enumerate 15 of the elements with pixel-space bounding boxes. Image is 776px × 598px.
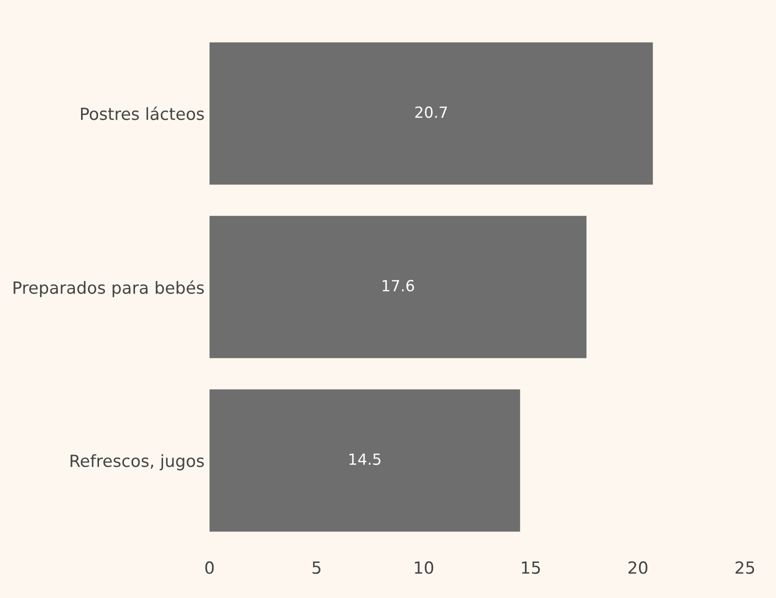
- x-tick-label: 20: [628, 561, 648, 574]
- y-tick-label: Refrescos, jugos: [70, 454, 204, 470]
- x-tick-label: 15: [522, 562, 540, 574]
- bar: [210, 389, 520, 532]
- y-tick-label: Postres lácteos: [81, 106, 204, 120]
- data-label: 14.5: [349, 454, 380, 465]
- x-tick-label: 25: [736, 561, 754, 574]
- x-tick-label: 5: [312, 562, 320, 574]
- y-tick-label: Preparados para bebés: [14, 280, 204, 298]
- x-tick-label: 0: [205, 561, 214, 574]
- data-label: 20.7: [415, 106, 447, 118]
- data-label: 17.6: [382, 280, 414, 292]
- bar: [210, 216, 586, 358]
- x-tick-label: 10: [414, 561, 434, 574]
- bar: [210, 42, 653, 185]
